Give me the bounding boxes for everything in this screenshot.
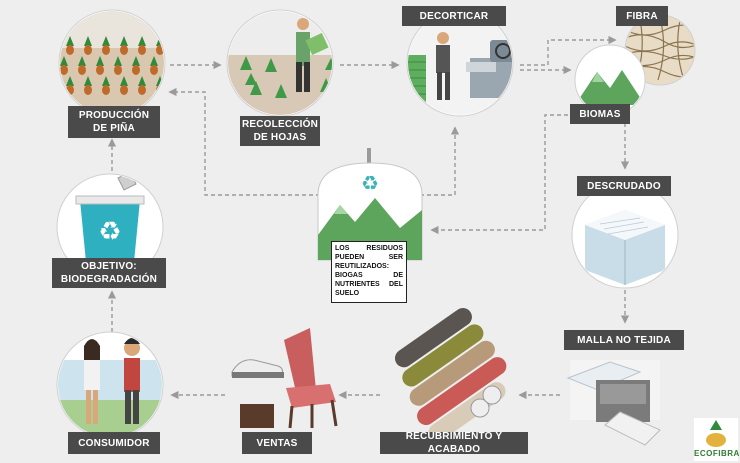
nonwoven-machine-icon <box>566 360 661 446</box>
pineapple-field-icon <box>58 9 166 117</box>
label-produccion-de-pina: PRODUCCIÓN DE PIÑA <box>68 106 160 138</box>
label-decorticar: DECORTICAR <box>402 6 506 26</box>
svg-text:♻: ♻ <box>98 217 121 247</box>
label-biomas: BIOMAS <box>570 104 630 124</box>
decorticating-machine-icon <box>406 9 514 117</box>
arrow-decorticar-biomas <box>520 35 617 66</box>
flow-arrows <box>107 35 630 400</box>
arrow-residuos-decorticar <box>420 126 460 196</box>
couple-icon <box>56 331 164 439</box>
label-malla-no-tejida: MALLA NO TEJIDA <box>564 330 684 350</box>
label-descrudado: DESCRUDADO <box>577 176 671 196</box>
label-recoleccion-de-hojas: RECOLECCIÓN DE HOJAS <box>240 116 320 146</box>
recycle-bin-icon: ♻ <box>56 173 164 281</box>
pineapple-logo-icon <box>694 418 738 461</box>
label-objetivo-biodegradacion: OBJETIVO: BIODEGRADACIÓN <box>52 258 166 288</box>
fabric-rolls-icon <box>394 307 507 442</box>
label-ventas: VENTAS <box>242 432 312 454</box>
arrow-biomas-residuos <box>430 114 575 235</box>
brand-name: ECOFIBRA <box>694 449 740 458</box>
label-fibra: FIBRA <box>616 6 668 26</box>
biomass-mountain-icon <box>574 44 646 116</box>
worker-harvest-icon <box>226 9 334 117</box>
chair-shoe-icon <box>231 328 338 429</box>
label-consumidor: CONSUMIDOR <box>68 432 160 454</box>
label-recubrimiento-y-acabado: RECUBRIMIENTO Y ACABADO <box>380 431 528 455</box>
svg-text:♻: ♻ <box>361 171 379 195</box>
degumming-box-icon <box>571 181 679 289</box>
arrow-residuos-recoleccion <box>168 87 320 196</box>
residuos-note: LOS RESIDUOS PUEDEN SER REUTILIZADOS: BI… <box>331 241 407 303</box>
